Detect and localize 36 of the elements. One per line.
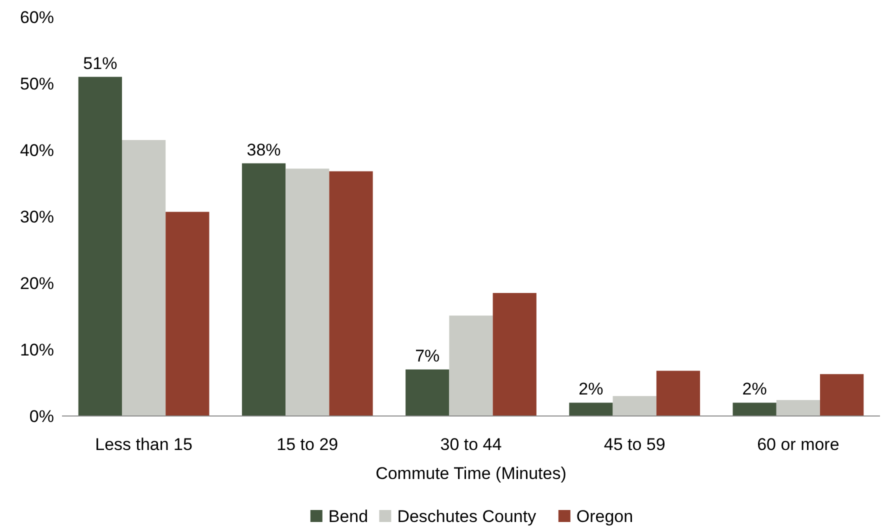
- bar: [286, 168, 330, 416]
- bar: [776, 400, 820, 416]
- y-tick-label: 10%: [20, 340, 54, 360]
- legend-label: Deschutes County: [397, 506, 537, 526]
- x-tick-label: 45 to 59: [604, 435, 666, 454]
- y-tick-label: 0%: [29, 406, 54, 426]
- bar: [242, 163, 286, 416]
- data-label: 7%: [415, 346, 440, 366]
- bar: [78, 76, 122, 416]
- x-tick-label: 60 or more: [757, 435, 840, 454]
- bar: [329, 171, 373, 416]
- bar: [492, 292, 536, 416]
- x-tick-label: 15 to 29: [276, 435, 338, 454]
- x-axis-title: Commute Time (Minutes): [376, 464, 566, 483]
- y-tick-label: 20%: [20, 274, 54, 293]
- bar: [569, 402, 613, 416]
- y-tick-label: 50%: [20, 74, 54, 94]
- bar: [732, 402, 776, 416]
- bar: [166, 212, 210, 416]
- data-label: 51%: [83, 54, 118, 73]
- bar: [612, 396, 656, 416]
- y-tick-label: 60%: [20, 8, 54, 27]
- bar: [449, 316, 493, 416]
- bar: [122, 140, 166, 416]
- x-tick-label: Less than 15: [95, 435, 192, 454]
- legend-label: Bend: [328, 506, 368, 526]
- legend-label: Oregon: [576, 506, 634, 526]
- data-label: 2%: [742, 380, 767, 399]
- data-label: 2%: [578, 380, 604, 399]
- y-tick-label: 40%: [20, 140, 54, 160]
- x-tick-label: 30 to 44: [440, 435, 502, 454]
- bar: [406, 369, 450, 416]
- y-tick-label: 30%: [20, 207, 54, 226]
- bar: [820, 374, 864, 416]
- bar: [656, 370, 700, 416]
- data-label: 38%: [246, 140, 281, 160]
